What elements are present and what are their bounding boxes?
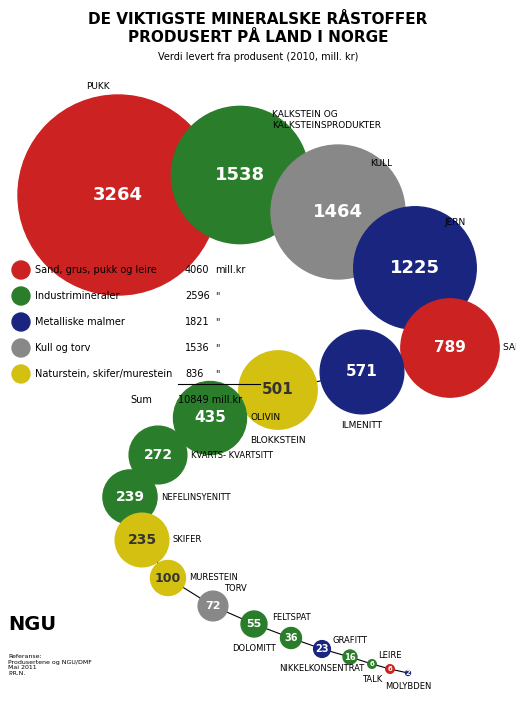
- Circle shape: [314, 641, 330, 657]
- Circle shape: [239, 351, 317, 429]
- Text: 2596: 2596: [185, 291, 209, 301]
- Text: Sum: Sum: [130, 395, 152, 405]
- Text: Naturstein, skifer/murestein: Naturstein, skifer/murestein: [35, 369, 172, 379]
- Text: Metalliske malmer: Metalliske malmer: [35, 317, 125, 327]
- Text: GRAFITT: GRAFITT: [332, 636, 367, 645]
- Text: 1538: 1538: [215, 166, 265, 184]
- Text: NIKKELKONSENTRAT: NIKKELKONSENTRAT: [279, 665, 365, 673]
- Text: 571: 571: [346, 364, 378, 379]
- Text: Referanse:
Produsertene og NGU/DMF
Mai 2011
P.R.N.: Referanse: Produsertene og NGU/DMF Mai 2…: [8, 654, 92, 676]
- Text: mill.kr: mill.kr: [215, 265, 246, 275]
- Circle shape: [18, 95, 218, 295]
- Circle shape: [12, 313, 30, 331]
- Text: MURESTEIN: MURESTEIN: [189, 574, 238, 582]
- Circle shape: [343, 650, 357, 664]
- Text: 55: 55: [246, 619, 262, 629]
- Circle shape: [12, 365, 30, 383]
- Text: 23: 23: [315, 644, 329, 654]
- Text: 6: 6: [388, 666, 392, 672]
- Text: 6: 6: [369, 661, 375, 667]
- Text: PRODUSERT PÅ LAND I NORGE: PRODUSERT PÅ LAND I NORGE: [128, 30, 388, 45]
- Circle shape: [151, 560, 186, 595]
- Text: PUKK: PUKK: [86, 82, 110, 91]
- Text: 789: 789: [434, 341, 466, 356]
- Text: Sand, grus, pukk og leire: Sand, grus, pukk og leire: [35, 265, 157, 275]
- Circle shape: [12, 261, 30, 279]
- Text: 501: 501: [262, 382, 294, 397]
- Text: JERN: JERN: [444, 218, 466, 228]
- Text: 239: 239: [116, 490, 144, 504]
- Text: 1464: 1464: [313, 203, 363, 221]
- Circle shape: [281, 628, 301, 649]
- Text: 3264: 3264: [93, 186, 143, 204]
- Text: NGU: NGU: [8, 616, 56, 634]
- Text: BLOKKSTEIN: BLOKKSTEIN: [250, 436, 306, 445]
- Text: ": ": [215, 343, 219, 353]
- Text: KVARTS- KVARTSITT: KVARTS- KVARTSITT: [191, 451, 273, 459]
- Text: Verdi levert fra produsent (2010, mill. kr): Verdi levert fra produsent (2010, mill. …: [158, 52, 358, 62]
- Text: 272: 272: [143, 448, 172, 462]
- Text: 10849 mill.kr: 10849 mill.kr: [178, 395, 242, 405]
- Circle shape: [171, 107, 309, 243]
- Text: SAND OG GRUS: SAND OG GRUS: [503, 343, 516, 353]
- Text: 2: 2: [406, 670, 410, 676]
- Text: 4060: 4060: [185, 265, 209, 275]
- Text: TALK: TALK: [362, 675, 382, 684]
- Text: KALKSTEIN OG
KALKSTEINSPRODUKTER: KALKSTEIN OG KALKSTEINSPRODUKTER: [272, 110, 381, 130]
- Text: DOLOMITT: DOLOMITT: [232, 644, 276, 653]
- Text: 836: 836: [185, 369, 203, 379]
- Circle shape: [368, 660, 376, 668]
- Circle shape: [320, 330, 404, 414]
- Circle shape: [12, 339, 30, 357]
- Circle shape: [401, 299, 499, 397]
- Circle shape: [12, 287, 30, 305]
- Text: FELTSPAT: FELTSPAT: [272, 613, 310, 623]
- Text: 235: 235: [127, 533, 156, 547]
- Text: DE VIKTIGSTE MINERALSKE RÅSTOFFER: DE VIKTIGSTE MINERALSKE RÅSTOFFER: [88, 12, 428, 27]
- Text: ": ": [215, 291, 219, 301]
- Text: ": ": [215, 317, 219, 327]
- Text: MOLYBDEN: MOLYBDEN: [385, 683, 431, 691]
- Circle shape: [115, 513, 169, 567]
- Text: NEFELINSYENITT: NEFELINSYENITT: [161, 492, 231, 502]
- Circle shape: [354, 207, 476, 329]
- Circle shape: [198, 591, 228, 621]
- Text: 1821: 1821: [185, 317, 209, 327]
- Text: TORV: TORV: [224, 584, 247, 593]
- Circle shape: [386, 665, 394, 673]
- Circle shape: [103, 470, 157, 524]
- Text: 1225: 1225: [390, 259, 440, 277]
- Text: 36: 36: [284, 633, 298, 643]
- Text: ILMENITT: ILMENITT: [342, 420, 382, 430]
- Text: 1536: 1536: [185, 343, 209, 353]
- Circle shape: [406, 670, 410, 675]
- Text: 72: 72: [205, 601, 221, 611]
- Text: Industrimineraler: Industrimineraler: [35, 291, 120, 301]
- Text: LEIRE: LEIRE: [378, 651, 402, 660]
- Circle shape: [173, 382, 247, 454]
- Circle shape: [129, 426, 187, 484]
- Circle shape: [271, 145, 405, 279]
- Text: 16: 16: [344, 652, 356, 662]
- Text: 435: 435: [194, 410, 226, 426]
- Text: KULL: KULL: [370, 159, 392, 168]
- Text: SKIFER: SKIFER: [173, 536, 202, 544]
- Circle shape: [241, 611, 267, 637]
- Text: Kull og torv: Kull og torv: [35, 343, 90, 353]
- Text: ": ": [215, 369, 219, 379]
- Text: OLIVIN: OLIVIN: [250, 413, 281, 423]
- Text: 100: 100: [155, 572, 181, 585]
